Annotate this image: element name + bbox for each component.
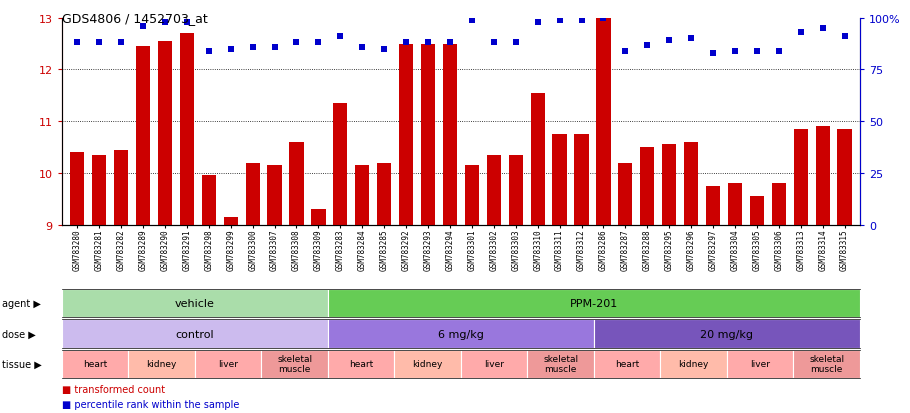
Text: kidney: kidney <box>147 359 177 368</box>
Point <box>794 30 808 36</box>
Bar <box>443 45 457 225</box>
Bar <box>136 47 150 225</box>
Bar <box>772 184 786 225</box>
Text: kidney: kidney <box>679 359 709 368</box>
Text: PPM-201: PPM-201 <box>570 299 618 309</box>
Bar <box>246 163 259 225</box>
Point <box>662 38 676 45</box>
Point <box>683 36 698 43</box>
Point <box>640 42 654 49</box>
Bar <box>399 45 413 225</box>
Point <box>772 48 786 55</box>
Text: dose ▶: dose ▶ <box>2 329 35 339</box>
Text: ■ percentile rank within the sample: ■ percentile rank within the sample <box>62 399 239 409</box>
Bar <box>268 166 282 225</box>
Bar <box>750 197 764 225</box>
Point <box>574 17 589 24</box>
Point <box>618 48 632 55</box>
Bar <box>311 210 326 225</box>
Text: skeletal
muscle: skeletal muscle <box>543 354 578 373</box>
Point <box>355 44 369 51</box>
Text: liver: liver <box>484 359 504 368</box>
Bar <box>662 145 676 225</box>
Point <box>114 40 128 47</box>
Bar <box>618 163 632 225</box>
Bar <box>640 148 654 225</box>
Text: vehicle: vehicle <box>175 299 215 309</box>
Bar <box>180 34 194 225</box>
Text: 20 mg/kg: 20 mg/kg <box>701 329 753 339</box>
Bar <box>837 130 852 225</box>
Point <box>289 40 304 47</box>
Bar <box>465 166 479 225</box>
Point <box>92 40 106 47</box>
Bar <box>728 184 742 225</box>
Bar <box>377 163 391 225</box>
Point <box>442 40 457 47</box>
Point <box>201 48 216 55</box>
Bar <box>552 135 567 225</box>
Point <box>552 17 567 24</box>
Point <box>465 17 480 24</box>
Text: skeletal
muscle: skeletal muscle <box>809 354 844 373</box>
Bar <box>596 19 611 225</box>
Bar <box>92 155 106 225</box>
Bar <box>815 127 830 225</box>
Bar <box>157 42 172 225</box>
Bar <box>114 150 128 225</box>
Point <box>706 50 721 57</box>
Text: heart: heart <box>349 359 373 368</box>
Text: liver: liver <box>750 359 770 368</box>
Point <box>596 15 611 22</box>
Bar <box>70 153 85 225</box>
Point <box>531 19 545 26</box>
Bar <box>224 217 238 225</box>
Bar <box>289 142 304 225</box>
Point <box>157 19 172 26</box>
Point <box>728 48 743 55</box>
Text: tissue ▶: tissue ▶ <box>2 359 42 369</box>
Bar <box>509 155 523 225</box>
Bar <box>684 142 698 225</box>
Text: control: control <box>176 329 214 339</box>
Point <box>333 34 348 40</box>
Point <box>509 40 523 47</box>
Bar <box>333 104 348 225</box>
Bar <box>355 166 369 225</box>
Point <box>246 44 260 51</box>
Bar <box>421 45 435 225</box>
Bar <box>706 186 720 225</box>
Point <box>179 19 194 26</box>
Text: GDS4806 / 1452703_at: GDS4806 / 1452703_at <box>62 12 207 24</box>
Point <box>399 40 413 47</box>
Text: heart: heart <box>83 359 107 368</box>
Point <box>377 46 391 53</box>
Point <box>70 40 85 47</box>
Point <box>311 40 326 47</box>
Bar <box>794 130 808 225</box>
Point <box>750 48 764 55</box>
Bar <box>574 135 589 225</box>
Bar <box>202 176 216 225</box>
Text: agent ▶: agent ▶ <box>2 299 41 309</box>
Text: kidney: kidney <box>412 359 443 368</box>
Text: heart: heart <box>615 359 640 368</box>
Text: skeletal
muscle: skeletal muscle <box>277 354 312 373</box>
Bar <box>531 93 545 225</box>
Point <box>815 26 830 32</box>
Point <box>224 46 238 53</box>
Point <box>268 44 282 51</box>
Point <box>837 34 852 40</box>
Point <box>420 40 435 47</box>
Text: liver: liver <box>218 359 238 368</box>
Bar <box>487 155 501 225</box>
Text: ■ transformed count: ■ transformed count <box>62 385 165 394</box>
Text: 6 mg/kg: 6 mg/kg <box>438 329 484 339</box>
Point <box>136 24 150 30</box>
Point <box>487 40 501 47</box>
